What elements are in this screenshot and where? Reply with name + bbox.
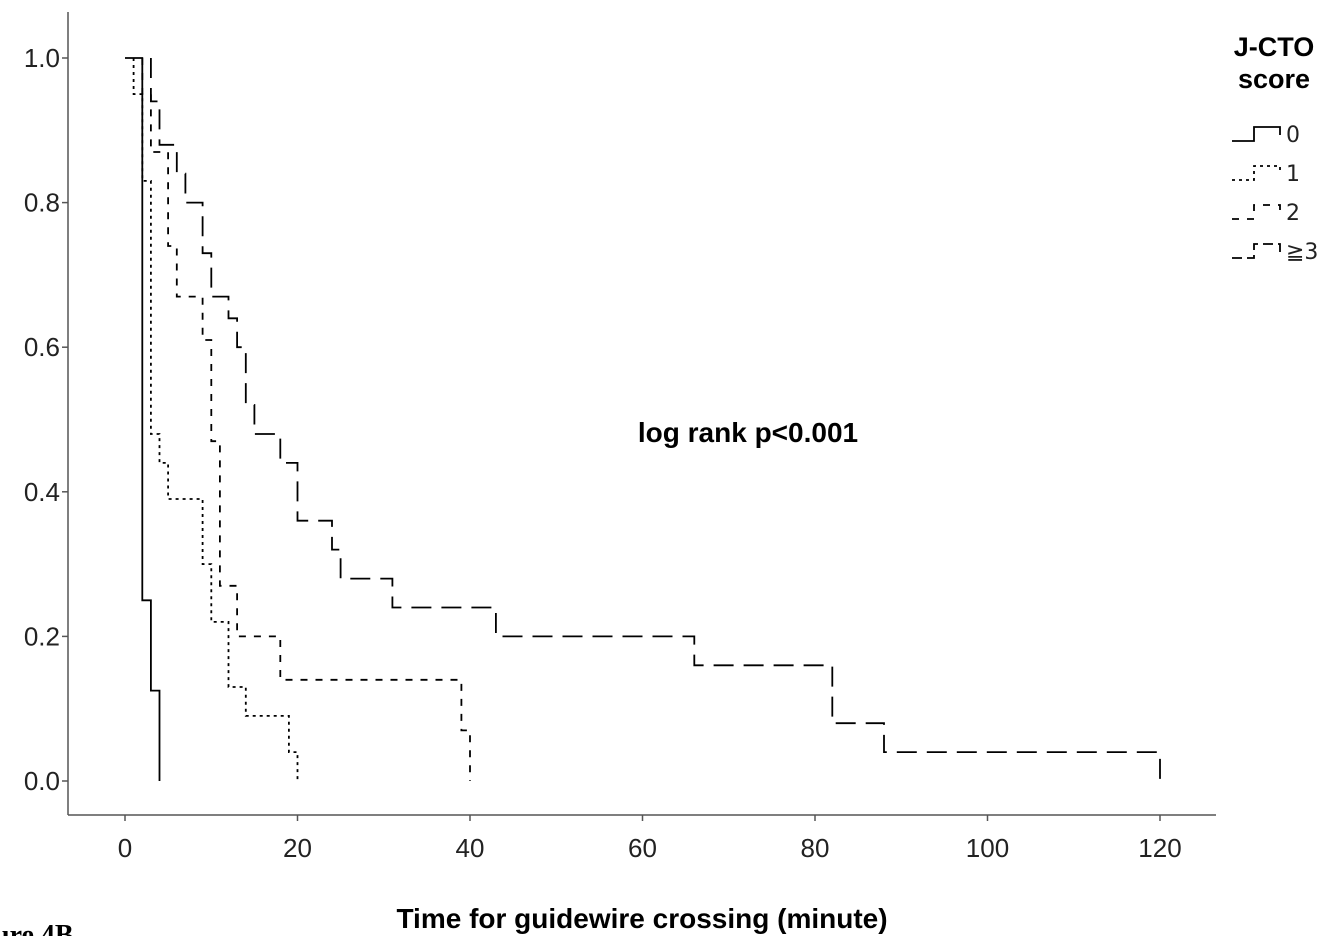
log-rank-annotation: log rank p<0.001 <box>638 417 858 448</box>
series-line-1 <box>132 58 299 781</box>
y-tick-label: 1.0 <box>24 43 60 73</box>
y-tick-label: 0.8 <box>24 188 60 218</box>
legend-label: 0 <box>1286 123 1300 148</box>
x-axis-title: Time for guidewire crossing (minute) <box>396 903 887 934</box>
y-tick-labels: 0.0 0.2 0.4 0.6 0.8 1.0 <box>24 43 68 796</box>
x-tick-label: 40 <box>456 833 485 863</box>
series-line-0 <box>125 57 161 781</box>
x-tick-label: 0 <box>118 833 132 863</box>
x-tick-label: 20 <box>283 833 312 863</box>
series-line-ge3 <box>150 58 1161 781</box>
y-tick-label: 0.6 <box>24 332 60 362</box>
x-tick-label: 100 <box>966 833 1009 863</box>
legend-swatch <box>1232 243 1281 259</box>
x-tick-label: 120 <box>1138 833 1181 863</box>
legend-label: 2 <box>1286 201 1300 226</box>
series-line-2 <box>141 58 471 781</box>
y-tick-label: 0.2 <box>24 621 60 651</box>
legend-label: ≧3 <box>1286 240 1318 265</box>
legend-swatch <box>1232 204 1281 220</box>
y-tick-label: 0.4 <box>24 477 60 507</box>
x-tick-label: 60 <box>628 833 657 863</box>
legend-swatch <box>1232 126 1281 142</box>
figure-label: ure 4B <box>0 920 74 936</box>
survival-curves <box>125 57 1161 781</box>
y-tick-label: 0.0 <box>24 766 60 796</box>
x-tick-labels: 0 20 40 60 80 100 120 <box>118 815 1182 863</box>
legend-title-line-1: J-CTO <box>1234 32 1315 62</box>
legend-label: 1 <box>1286 162 1300 187</box>
legend: J-CTO score 0 1 2 ≧3 <box>1232 32 1318 265</box>
legend-swatch <box>1232 165 1281 181</box>
legend-title-line-2: score <box>1238 64 1310 94</box>
axes <box>67 12 1216 816</box>
x-tick-label: 80 <box>801 833 830 863</box>
legend-items: 0 1 2 ≧3 <box>1232 123 1318 265</box>
